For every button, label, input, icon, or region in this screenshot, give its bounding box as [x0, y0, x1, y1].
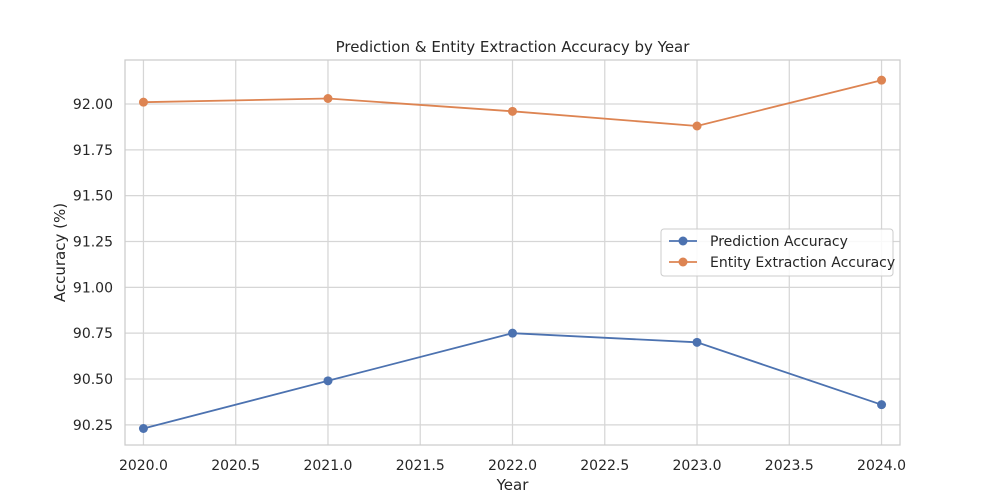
y-tick-label: 92.00 — [73, 97, 113, 113]
x-tick-label: 2022.5 — [580, 458, 629, 474]
data-point-prediction-accuracy — [877, 400, 887, 410]
y-tick-label: 90.25 — [73, 418, 113, 434]
data-point-prediction-accuracy — [508, 328, 517, 338]
data-point-entity-extraction-accuracy — [877, 75, 887, 85]
data-point-prediction-accuracy — [692, 337, 702, 347]
legend-box — [660, 228, 894, 277]
chart-title: Prediction & Entity Extraction Accuracy … — [336, 38, 691, 56]
x-tick-label: 2021.0 — [303, 458, 352, 474]
legend-label-entity-extraction-accuracy: Entity Extraction Accuracy — [710, 255, 895, 271]
y-tick-label: 90.75 — [73, 326, 113, 342]
data-point-prediction-accuracy — [323, 376, 333, 386]
data-point-entity-extraction-accuracy — [692, 121, 702, 131]
data-point-entity-extraction-accuracy — [323, 94, 333, 103]
x-tick-label: 2020.0 — [119, 458, 168, 474]
x-tick-label: 2023.0 — [673, 458, 722, 474]
legend-marker-prediction-accuracy — [678, 236, 688, 246]
y-tick-label: 91.75 — [73, 143, 113, 159]
y-tick-label: 91.25 — [73, 235, 113, 251]
x-axis-ticks: 2020.0 2020.5 2021.0 2021.5 2022.0 2022.5 2023… — [119, 458, 906, 474]
x-tick-label: 2024.0 — [857, 458, 906, 474]
data-point-entity-extraction-accuracy — [138, 97, 148, 107]
y-tick-label: 91.00 — [73, 280, 113, 296]
series — [138, 75, 887, 433]
x-tick-label: 2022.0 — [488, 458, 537, 474]
y-axis-title: Accuracy (%) — [51, 203, 69, 302]
y-axis-ticks: 90.25 90.50 90.75 91.00 91.25 91.50 91.75 92.00 — [73, 97, 113, 434]
x-tick-label: 2021.5 — [396, 458, 445, 474]
plot-frame — [124, 59, 901, 446]
y-tick-label: 90.50 — [73, 372, 113, 388]
grid — [125, 60, 900, 445]
legend-marker-entity-extraction-accuracy — [678, 257, 688, 267]
y-tick-label: 91.50 — [73, 189, 113, 205]
legend: Prediction Accuracy Entity Extraction Ac… — [660, 228, 895, 277]
legend-label-prediction-accuracy: Prediction Accuracy — [710, 234, 848, 250]
data-point-prediction-accuracy — [138, 424, 148, 433]
x-axis-title: Year — [496, 476, 530, 494]
data-point-entity-extraction-accuracy — [508, 106, 517, 116]
x-tick-label: 2020.5 — [211, 458, 260, 474]
x-tick-label: 2023.5 — [765, 458, 814, 474]
